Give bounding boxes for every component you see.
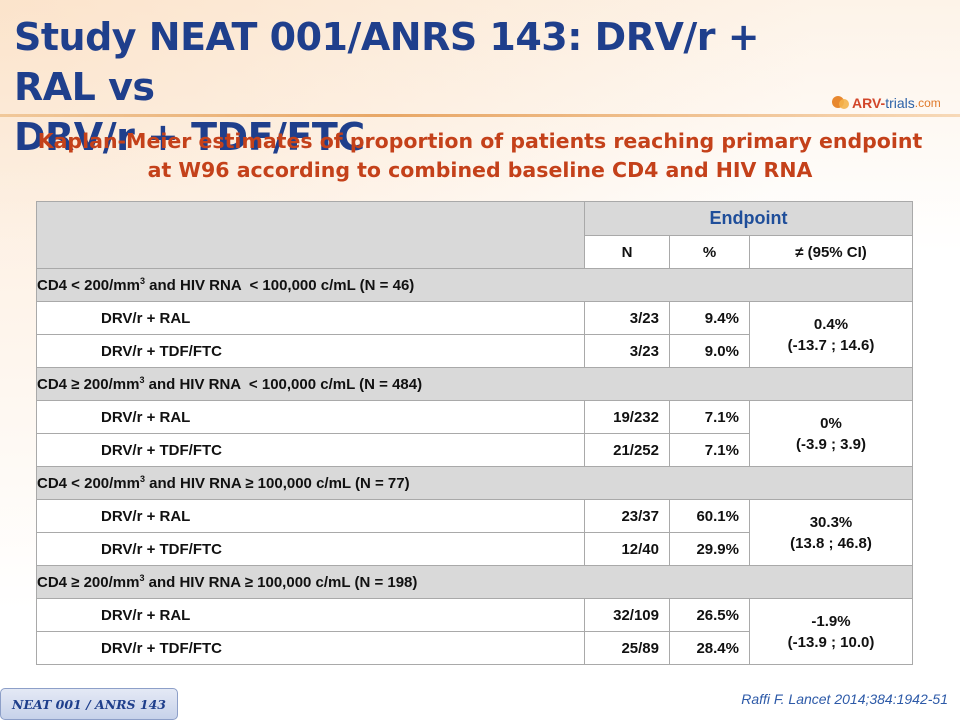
group-label-suffix: and HIV RNA ≥ 100,000 c/mL (N = 77) <box>145 474 410 492</box>
group-label: CD4 < 200/mm3 and HIV RNA ≥ 100,000 c/mL… <box>36 466 913 500</box>
group-label-superscript: 3 <box>139 473 145 484</box>
arm-name: DRV/r + RAL <box>36 598 585 632</box>
group-label-prefix: CD4 ≥ 200/mm <box>37 573 140 591</box>
arv-trials-logo: ARV- trials .com <box>832 92 941 114</box>
group-row: CD4 ≥ 200/mm3 and HIV RNA < 100,000 c/mL… <box>36 367 913 401</box>
arm-n: 3/23 <box>584 334 670 368</box>
difference-cell: 30.3% (13.8 ; 46.8) <box>749 499 913 566</box>
arm-name: DRV/r + RAL <box>36 499 585 533</box>
table-row: DRV/r + TDF/FTC 3/23 9.0% <box>36 334 913 368</box>
arm-name: DRV/r + TDF/FTC <box>36 532 585 566</box>
study-tag: NEAT 001 / ANRS 143 <box>0 688 178 720</box>
title-line-1: Study NEAT 001/ANRS 143: DRV/r + RAL vs <box>14 15 760 109</box>
logo-circles-icon <box>832 96 850 110</box>
confidence-interval: (13.8 ; 46.8) <box>790 534 872 552</box>
group-row: CD4 < 200/mm3 and HIV RNA < 100,000 c/mL… <box>36 268 913 302</box>
column-header-difference: ≠ (95% CI) <box>749 235 913 269</box>
group-label-superscript: 3 <box>139 275 145 286</box>
table-body: CD4 < 200/mm3 and HIV RNA < 100,000 c/mL… <box>36 268 913 665</box>
confidence-interval: (-13.9 ; 10.0) <box>787 633 875 651</box>
confidence-interval: (-3.9 ; 3.9) <box>795 435 867 453</box>
column-header-percent: % <box>669 235 750 269</box>
difference-cell: 0.4% (-13.7 ; 14.6) <box>749 301 913 368</box>
group-label-prefix: CD4 < 200/mm <box>37 276 140 294</box>
difference-value: 30.3% <box>809 513 853 531</box>
difference-value: -1.9% <box>811 612 851 630</box>
table-header-row: Endpoint <box>36 201 913 269</box>
group-row: CD4 < 200/mm3 and HIV RNA ≥ 100,000 c/mL… <box>36 466 913 500</box>
difference-value: 0.4% <box>813 315 849 333</box>
arm-n: 12/40 <box>584 532 670 566</box>
logo-text-trials: trials <box>885 95 915 111</box>
caption-line-2: at W96 according to combined baseline CD… <box>147 158 813 182</box>
table-row: DRV/r + TDF/FTC 25/89 28.4% <box>36 631 913 665</box>
logo-text-com: .com <box>914 96 941 110</box>
arm-n: 23/37 <box>584 499 670 533</box>
group-label: CD4 ≥ 200/mm3 and HIV RNA < 100,000 c/mL… <box>36 367 913 401</box>
endpoint-header: Endpoint <box>584 201 913 236</box>
arm-percent: 7.1% <box>669 433 750 467</box>
table-row: DRV/r + TDF/FTC 21/252 7.1% <box>36 433 913 467</box>
arm-percent: 28.4% <box>669 631 750 665</box>
arm-percent: 7.1% <box>669 400 750 434</box>
results-table: Endpoint N % ≠ (95% CI) CD4 < 200/mm3 an… <box>36 201 913 665</box>
title-line-2: DRV/r + TDF/FTC <box>14 115 365 159</box>
column-header-n: N <box>584 235 670 269</box>
arm-n: 19/232 <box>584 400 670 434</box>
table-caption: Kaplan-Meier estimates of proportion of … <box>0 127 960 185</box>
logo-text-arv: ARV- <box>852 95 886 111</box>
group-label-superscript: 3 <box>139 572 145 583</box>
table-row: DRV/r + RAL 23/37 60.1% 30.3% (13.8 ; 46.8) <box>36 499 913 566</box>
arm-percent: 29.9% <box>669 532 750 566</box>
arm-n: 21/252 <box>584 433 670 467</box>
group-label-prefix: CD4 < 200/mm <box>37 474 140 492</box>
citation: Raffi F. Lancet 2014;384:1942-51 <box>741 691 948 707</box>
difference-value: 0% <box>820 414 842 432</box>
arm-percent: 60.1% <box>669 499 750 533</box>
arm-percent: 9.0% <box>669 334 750 368</box>
difference-cell: 0% (-3.9 ; 3.9) <box>749 400 913 467</box>
caption-line-1: Kaplan-Meier estimates of proportion of … <box>37 129 923 153</box>
table-subheader-row: N % ≠ (95% CI) <box>37 235 913 269</box>
difference-cell: -1.9% (-13.9 ; 10.0) <box>749 598 913 665</box>
group-label: CD4 ≥ 200/mm3 and HIV RNA ≥ 100,000 c/mL… <box>36 565 913 599</box>
confidence-interval: (-13.7 ; 14.6) <box>787 336 875 354</box>
arm-name: DRV/r + RAL <box>36 400 585 434</box>
arm-n: 32/109 <box>584 598 670 632</box>
slide-title: Study NEAT 001/ANRS 143: DRV/r + RAL vs … <box>14 12 814 162</box>
arm-name: DRV/r + TDF/FTC <box>36 433 585 467</box>
group-label-suffix: and HIV RNA ≥ 100,000 c/mL (N = 198) <box>144 573 418 591</box>
group-label: CD4 < 200/mm3 and HIV RNA < 100,000 c/mL… <box>36 268 913 302</box>
table-row: DRV/r + RAL 32/109 26.5% -1.9% (-13.9 ; 10.0… <box>36 598 913 665</box>
group-row: CD4 ≥ 200/mm3 and HIV RNA ≥ 100,000 c/mL… <box>36 565 913 599</box>
arm-n: 3/23 <box>584 301 670 335</box>
arm-name: DRV/r + TDF/FTC <box>36 334 585 368</box>
group-label-prefix: CD4 ≥ 200/mm <box>37 375 140 393</box>
group-label-superscript: 3 <box>139 374 145 385</box>
arm-n: 25/89 <box>584 631 670 665</box>
table-row: DRV/r + RAL 3/23 9.4% 0.4% (-13.7 ; 14.6) <box>36 301 913 368</box>
table-row: DRV/r + TDF/FTC 12/40 29.9% <box>36 532 913 566</box>
arm-percent: 26.5% <box>669 598 750 632</box>
arm-name: DRV/r + TDF/FTC <box>36 631 585 665</box>
table-row: DRV/r + RAL 19/232 7.1% 0% (-3.9 ; 3.9) <box>36 400 913 467</box>
group-label-suffix: and HIV RNA < 100,000 c/mL (N = 46) <box>145 276 415 294</box>
title-divider <box>0 114 960 117</box>
arm-percent: 9.4% <box>669 301 750 335</box>
arm-name: DRV/r + RAL <box>36 301 585 335</box>
header-blank-cell <box>36 201 585 269</box>
group-label-suffix: and HIV RNA < 100,000 c/mL (N = 484) <box>144 375 423 393</box>
